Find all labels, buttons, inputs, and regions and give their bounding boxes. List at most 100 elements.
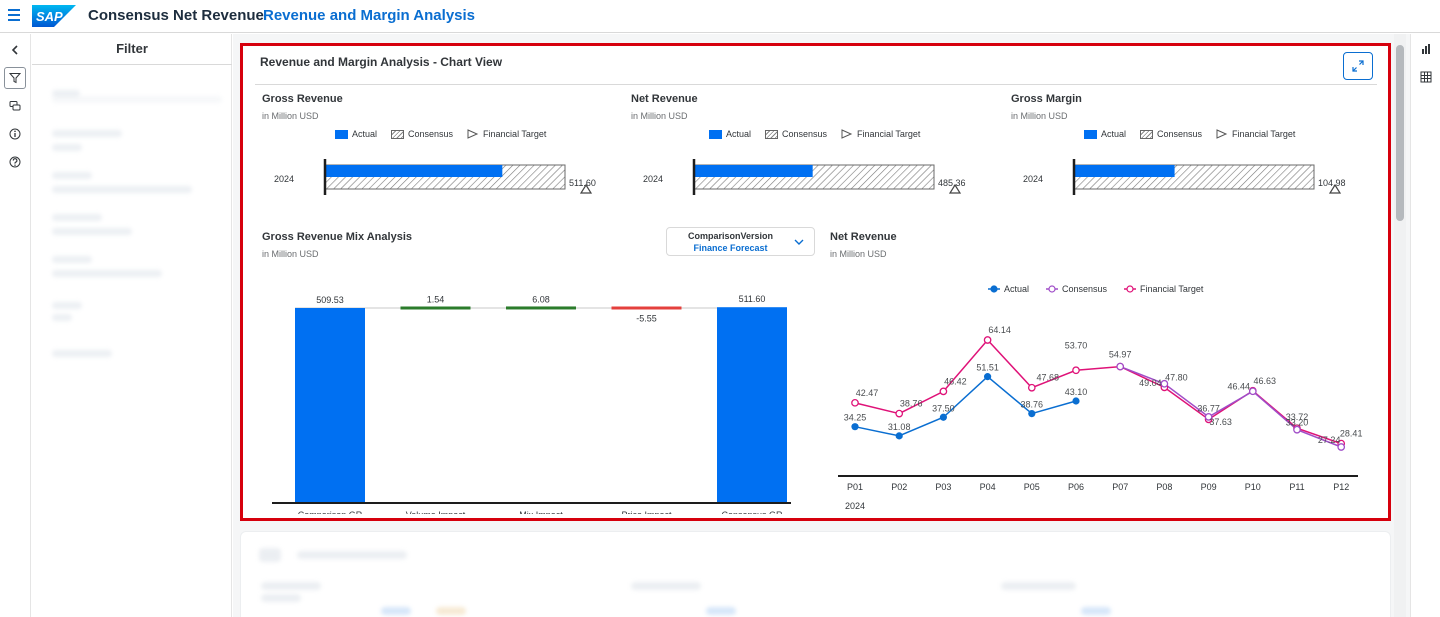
consensus-point[interactable] [1248, 387, 1257, 396]
legend-consensus[interactable]: Consensus [782, 129, 828, 139]
page-title[interactable]: Revenue and Margin Analysis [263, 7, 476, 24]
legend-label[interactable]: Consensus [1062, 284, 1108, 294]
net-revenue-line-title: Net Revenue [830, 231, 897, 243]
mix-analysis-waterfall-chart: 509.53 Comparison GR 1.54 Volume Impact 6.08… [272, 294, 791, 514]
data-label: 6.08 [532, 294, 550, 304]
value-label: 104.98 [1318, 178, 1346, 188]
scrollbar-thumb[interactable] [1396, 45, 1404, 221]
blurred-content [261, 594, 301, 602]
consensus-point[interactable] [1293, 425, 1301, 434]
filter-item-blurred[interactable] [52, 270, 162, 277]
chevron-down-icon [794, 239, 804, 245]
right-icon-rail [1410, 34, 1440, 617]
app-title: Consensus Net Revenue [88, 7, 264, 24]
actual-bar[interactable] [325, 165, 503, 177]
data-label: 37.50 [932, 403, 955, 413]
legend-target[interactable]: Financial Target [1232, 129, 1296, 139]
blurred-content [1001, 582, 1076, 590]
actual-point[interactable] [1072, 397, 1080, 405]
legend-actual[interactable]: Actual [1101, 129, 1127, 139]
comparison-version-dropdown[interactable]: ComparisonVersion Finance Forecast [666, 227, 815, 256]
filter-item-blurred[interactable] [52, 314, 72, 321]
actual-point[interactable] [1028, 409, 1036, 418]
actual-point[interactable] [939, 413, 947, 421]
collapse-chevron-icon[interactable] [4, 39, 26, 61]
consensus-point[interactable] [1204, 413, 1213, 421]
filter-field-blurred[interactable] [52, 96, 222, 103]
waterfall-bar[interactable] [717, 307, 787, 503]
legend-actual[interactable]: Actual [352, 129, 378, 139]
target-triangle-marker[interactable] [579, 183, 593, 194]
waterfall-bar[interactable] [506, 306, 576, 310]
filter-item-blurred[interactable] [52, 144, 82, 151]
mix-analysis-title: Gross Revenue Mix Analysis [262, 231, 412, 243]
target-point[interactable] [851, 398, 859, 407]
line-chart-legend: Actual Consensus Financial Target [988, 284, 1204, 294]
gross-margin-subtitle: in Million USD [1011, 111, 1068, 121]
menu-icon[interactable] [8, 9, 20, 21]
filter-item-blurred[interactable] [52, 214, 102, 221]
vertical-scrollbar[interactable] [1394, 34, 1406, 617]
actual-point[interactable] [895, 432, 903, 440]
dropdown-label: ComparisonVersion [687, 231, 774, 241]
legend-consensus[interactable]: Consensus [1157, 129, 1203, 139]
legend-label[interactable]: Actual [1004, 284, 1029, 294]
financial-target-line[interactable] [854, 338, 1342, 445]
legend-actual-swatch [335, 129, 348, 139]
gross-revenue-bullet-chart: 2024 511.60 [274, 159, 596, 195]
waterfall-bar[interactable] [400, 306, 471, 310]
expand-button[interactable] [1343, 52, 1373, 80]
consensus-point[interactable] [1337, 443, 1346, 451]
filter-item-blurred[interactable] [52, 302, 82, 309]
filter-item-blurred[interactable] [52, 90, 80, 97]
legend-consensus-swatch [391, 129, 405, 139]
target-point[interactable] [1027, 383, 1036, 392]
blurred-content [297, 551, 407, 559]
filter-item-blurred[interactable] [52, 256, 92, 263]
x-tick-label: P11 [1289, 482, 1304, 492]
consensus-point[interactable] [1160, 379, 1169, 388]
help-icon[interactable] [4, 151, 26, 173]
consensus-line[interactable] [1119, 365, 1342, 448]
target-point[interactable] [1072, 366, 1080, 375]
target-triangle-marker[interactable] [1328, 183, 1342, 194]
filter-icon[interactable] [4, 67, 26, 89]
waterfall-bar[interactable] [611, 306, 682, 310]
legend-actual[interactable]: Actual [726, 129, 752, 139]
target-point[interactable] [983, 336, 992, 344]
filter-item-blurred[interactable] [52, 130, 122, 137]
target-point[interactable] [895, 409, 904, 418]
actual-line[interactable] [854, 375, 1077, 437]
comments-icon[interactable] [4, 95, 26, 117]
target-point[interactable] [939, 387, 948, 396]
legend-label[interactable]: Financial Target [1140, 284, 1204, 294]
x-tick-label: P01 [847, 482, 863, 492]
legend-target[interactable]: Financial Target [857, 129, 921, 139]
gross-margin-legend: Actual Consensus Financial Target [1084, 129, 1309, 139]
filter-title: Filter [116, 41, 148, 56]
actual-point[interactable] [984, 373, 992, 381]
waterfall-bar[interactable] [295, 308, 365, 503]
consensus-point[interactable] [1116, 362, 1125, 371]
info-icon[interactable] [4, 123, 26, 145]
net-revenue-bullet-legend: Actual Consensus Financial Target [709, 129, 934, 139]
x-tick-label: P06 [1068, 482, 1084, 492]
secondary-card-blurred [240, 531, 1391, 617]
actual-point[interactable] [851, 423, 859, 431]
filter-item-blurred[interactable] [52, 228, 132, 235]
chart-view-icon[interactable] [1419, 42, 1433, 56]
sap-logo[interactable]: SAP [32, 5, 76, 27]
filter-item-blurred[interactable] [52, 172, 92, 179]
legend-target[interactable]: Financial Target [483, 129, 547, 139]
filter-item-blurred[interactable] [52, 350, 112, 357]
table-view-icon[interactable] [1419, 70, 1433, 84]
filter-divider [32, 64, 232, 65]
data-label: 47.68 [1037, 373, 1060, 383]
legend-consensus[interactable]: Consensus [408, 129, 454, 139]
target-triangle-marker[interactable] [948, 183, 962, 194]
filter-item-blurred[interactable] [52, 186, 192, 193]
target-triangle-icon [841, 129, 853, 139]
actual-bar[interactable] [1074, 165, 1175, 177]
actual-bar[interactable] [694, 165, 813, 177]
